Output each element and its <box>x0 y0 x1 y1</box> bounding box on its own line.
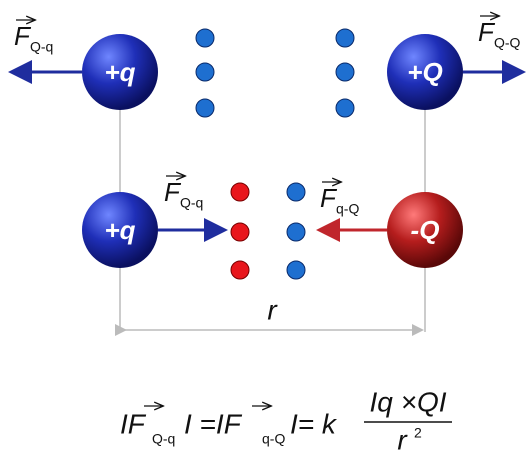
sphere-label: +q <box>104 215 135 245</box>
formula: IF Q-q I =IF q-Q I= k Iq ×QI r 2 <box>120 386 452 455</box>
force-arrows <box>8 60 526 242</box>
formula-subscript: Q-q <box>152 431 175 447</box>
sphere-label: +Q <box>407 57 442 87</box>
sphere-label: -Q <box>411 215 440 245</box>
formula-part: I =IF <box>184 408 243 439</box>
force-subscript: Q-q <box>180 195 203 211</box>
force-labels <box>16 16 498 182</box>
force-symbol: F <box>14 21 32 51</box>
force-symbol: F <box>478 17 496 47</box>
force-symbol: F <box>164 177 182 207</box>
formula-power: 2 <box>414 425 422 441</box>
charges <box>195 28 355 280</box>
formula-part: I= k <box>290 408 338 439</box>
formula-denominator: r <box>397 424 408 455</box>
spheres: +q +Q +q -Q <box>82 34 463 268</box>
force-subscript: q-Q <box>336 201 359 217</box>
force-subscript: Q-Q <box>494 35 521 51</box>
force-symbol: F <box>320 183 338 213</box>
formula-numerator: Iq ×QI <box>369 386 446 417</box>
formula-part: IF <box>120 408 147 439</box>
distance-label: r <box>267 294 278 325</box>
force-subscript: Q-q <box>30 39 53 55</box>
sphere-label: +q <box>104 57 135 87</box>
formula-subscript: q-Q <box>262 431 285 447</box>
